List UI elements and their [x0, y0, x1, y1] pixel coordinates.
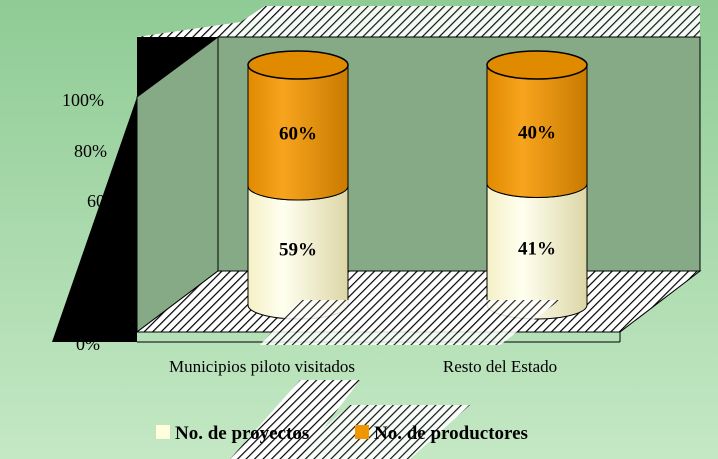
legend-label-no-de-productores: No. de productores: [374, 423, 528, 444]
bar-top-cap: [247, 50, 349, 80]
legend-label-no-de-proyectos: No. de proyectos: [175, 423, 309, 444]
legend-hatch-2: [290, 405, 470, 459]
top-wall-right: [218, 6, 700, 37]
legend: No. de proyectos No. de productores: [156, 423, 528, 444]
y-tick-label: 40%: [87, 241, 120, 261]
bars-group: 59% 60% 41% 40%: [247, 50, 588, 320]
bar-segment-no-de-productores: [247, 64, 349, 201]
y-tick-label: 0%: [76, 334, 100, 354]
data-label-no-de-productores: 40%: [518, 122, 556, 143]
legend-hatch: [230, 380, 360, 459]
floor-front-hatch: [260, 300, 560, 345]
bar-segment-no-de-productores: [486, 64, 588, 198]
legend-swatch-no-de-productores: [355, 425, 369, 439]
data-label-no-de-proyectos: 59%: [279, 240, 317, 261]
category-label: Resto del Estado: [443, 357, 557, 376]
y-tick-label: 80%: [74, 141, 107, 161]
y-tick-label: 100%: [62, 90, 104, 110]
y-tick-label: 60%: [87, 191, 120, 211]
data-label-no-de-proyectos: 41%: [518, 238, 556, 259]
y-tick-label: 20%: [87, 291, 120, 311]
left-wall: [52, 37, 218, 342]
bar-top-cap: [486, 50, 588, 80]
category-label: Municipios piloto visitados: [169, 357, 355, 376]
data-label-no-de-productores: 60%: [279, 124, 317, 145]
legend-swatch-no-de-proyectos: [156, 425, 170, 439]
